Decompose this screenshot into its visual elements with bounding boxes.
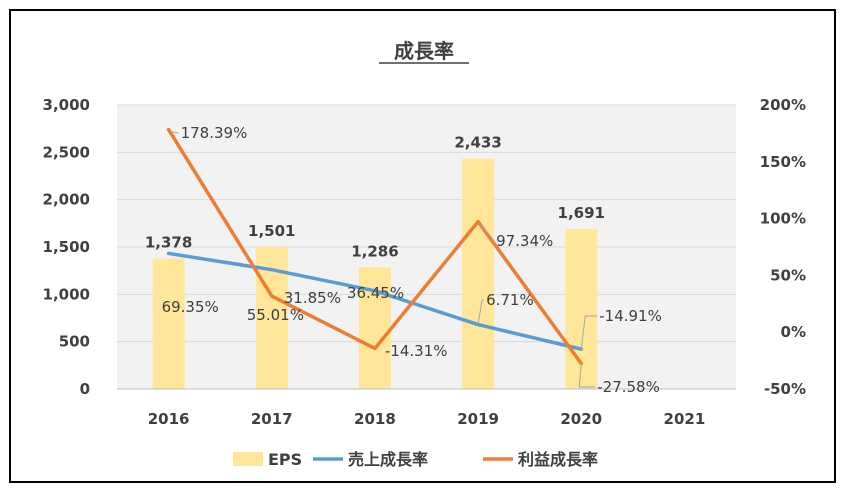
y-right-tick-label: 100% [760, 210, 806, 228]
eps-data-label: 1,378 [145, 234, 192, 252]
chart-title: 成長率 [394, 39, 454, 63]
profit-growth-data-label: 178.39% [181, 124, 248, 142]
y-right-tick-label: 150% [760, 153, 806, 171]
eps-bar [462, 158, 495, 389]
profit-growth-data-label: 97.34% [496, 232, 553, 250]
profit-growth-data-label: -27.58% [597, 378, 660, 396]
sales-growth-data-label: 6.71% [486, 291, 534, 309]
sales-growth-line [166, 251, 583, 351]
profit-growth-data-label: -14.31% [385, 342, 448, 360]
y-left-tick-label: 2,000 [43, 191, 90, 209]
legend-label-profit-growth: 利益成長率 [518, 450, 598, 469]
eps-data-label: 2,433 [454, 134, 501, 152]
x-tick-label: 2020 [560, 410, 602, 428]
sales-label-leader [580, 315, 598, 350]
profit-label-leader [479, 223, 495, 242]
sales-label-leader [477, 299, 485, 325]
y-left-tick-label: 2,500 [43, 143, 90, 161]
x-tick-label: 2018 [354, 410, 396, 428]
profit-label-leader [578, 363, 596, 388]
sales-growth-data-label: 69.35% [162, 298, 219, 316]
eps-data-label: 1,286 [351, 242, 398, 260]
profit-growth-line [166, 127, 583, 366]
x-tick-label: 2019 [457, 410, 499, 428]
y-right-tick-label: -50% [764, 380, 806, 398]
x-tick-label: 2017 [251, 410, 293, 428]
y-right-tick-label: 200% [760, 96, 806, 114]
x-tick-label: 2016 [148, 410, 190, 428]
eps-data-label: 1,501 [248, 222, 295, 240]
legend-label-sales-growth: 売上成長率 [348, 450, 428, 469]
y-left-tick-label: 0 [80, 380, 90, 398]
legend-label-eps: EPS [268, 450, 302, 469]
y-right-tick-label: 0% [781, 323, 806, 341]
profit-label-leader [170, 131, 179, 134]
sales-growth-data-label: -14.91% [599, 307, 662, 325]
x-tick-label: 2021 [664, 410, 706, 428]
legend-swatch-eps [233, 452, 263, 466]
y-left-tick-label: 1,500 [43, 238, 90, 256]
y-left-tick-label: 500 [59, 333, 90, 351]
y-right-tick-label: 50% [770, 266, 806, 284]
profit-growth-data-label: 31.85% [284, 289, 341, 307]
eps-bar [152, 258, 185, 389]
y-left-tick-label: 1,000 [43, 285, 90, 303]
sales-growth-data-label: 36.45% [347, 284, 404, 302]
sales-growth-data-label: 55.01% [247, 306, 304, 324]
y-left-tick-label: 3,000 [43, 96, 90, 114]
eps-data-label: 1,691 [558, 204, 605, 222]
